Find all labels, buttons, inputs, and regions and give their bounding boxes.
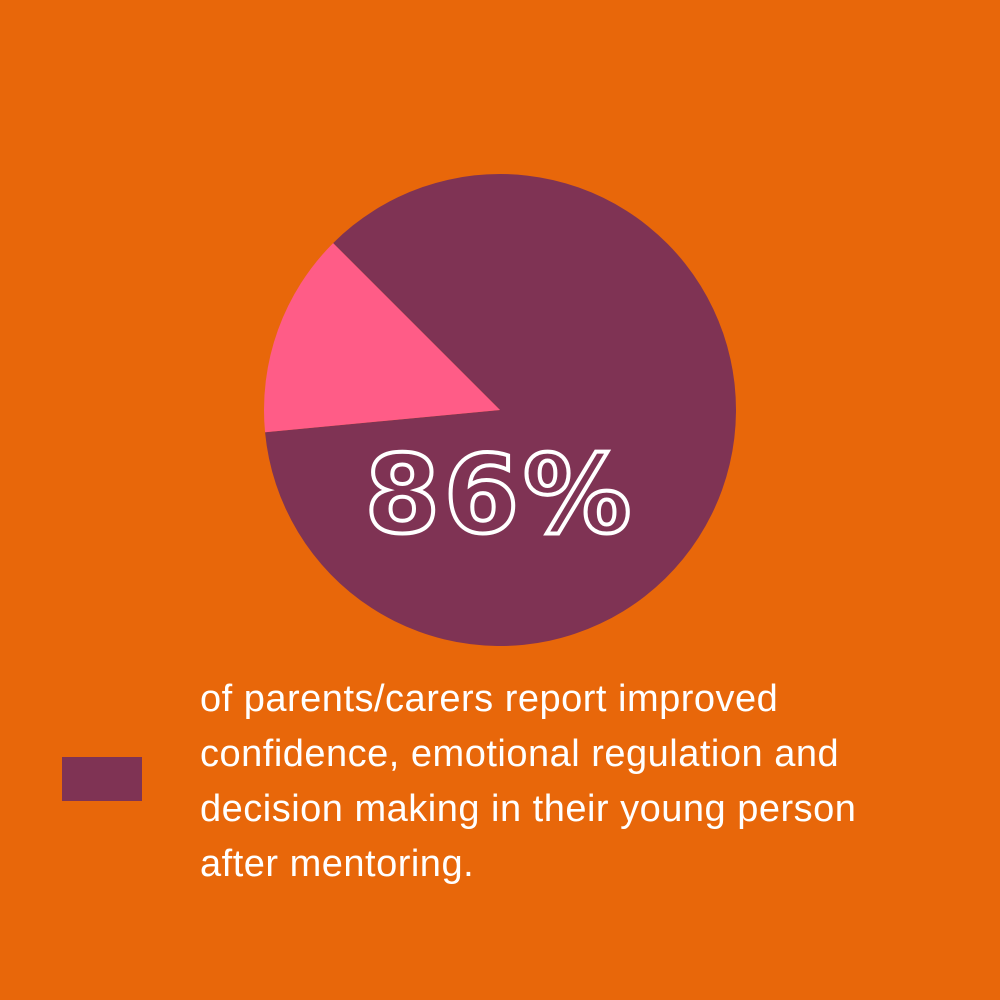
legend-text: of parents/carers report improved confid…: [200, 678, 857, 885]
pie-slice: [264, 243, 500, 433]
value-label: 86%: [365, 433, 636, 558]
pie-slice: [265, 174, 736, 647]
legend-swatch: [62, 757, 142, 801]
